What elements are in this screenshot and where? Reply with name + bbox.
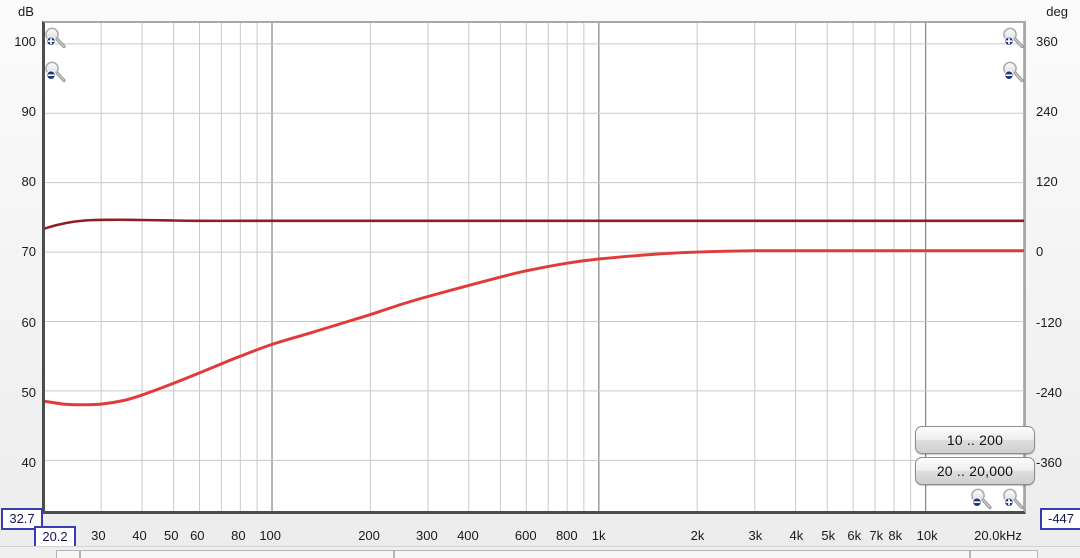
x-axis-tick-label: 80 [231,528,246,543]
bottom-panel-strip [0,546,1080,558]
y2-axis-tick-label: 360 [1036,34,1058,50]
db-min-readout[interactable]: 32.7 [1,508,43,530]
left-axis-unit-label: dB [18,4,34,19]
grid-lines [45,23,1024,511]
x-axis-tick-label: 3k [748,528,763,543]
x-axis-tick-label: 7k [869,528,884,543]
bottom-panel-cell[interactable] [970,550,1038,558]
y2-axis-tick-label: 0 [1036,244,1044,260]
x-axis-tick-label: 20.0kHz [974,528,1022,543]
zoom-out-icon-left-vertical[interactable] [42,61,68,85]
x-axis-tick-label: 10k [916,528,938,543]
range-preset-10-200-button[interactable]: 10 .. 200 [915,426,1035,454]
x-axis-tick-label: 5k [821,528,836,543]
x-axis-tick-label: 30 [91,528,106,543]
zoom-in-icon-left-vertical[interactable] [42,27,68,51]
bottom-panel-cell[interactable] [56,550,80,558]
x-axis-tick-label: 6k [847,528,862,543]
y-axis-tick-label: 60 [21,314,36,330]
x-axis-tick-label: 300 [416,528,438,543]
y-axis-tick-label: 50 [21,384,36,400]
x-axis-tick-label: 50 [164,528,179,543]
y2-axis-tick-label: 120 [1036,174,1058,190]
x-axis-tick-label: 1k [591,528,606,543]
x-axis-tick-label: 400 [457,528,479,543]
y-axis-tick-label: 70 [21,244,36,260]
x-axis-tick-label: 8k [888,528,903,543]
x-axis-tick-label: 4k [789,528,804,543]
x-axis-tick-label: 100 [259,528,282,543]
plot-canvas[interactable] [42,21,1026,514]
y-axis-tick-label: 90 [21,104,36,120]
zoom-out-icon-horizontal[interactable] [968,488,994,512]
zoom-out-icon-right-vertical[interactable] [1000,61,1026,85]
x-axis-tick-label: 40 [132,528,147,543]
y2-axis-tick-label: -240 [1036,384,1063,400]
y2-axis-tick-label: -360 [1036,454,1063,470]
x-axis-tick-label: 60 [190,528,205,543]
x-axis-tick-label: 2k [690,528,705,543]
y-axis-tick-label: 80 [21,174,36,190]
right-axis-unit-label: deg [1046,4,1068,19]
y2-axis-tick-label: 240 [1036,104,1058,120]
x-axis-tick-label: 600 [514,528,537,543]
phase-min-readout[interactable]: -447 [1040,508,1080,530]
x-axis-tick-label: 200 [358,528,380,543]
y-axis-tick-label: 100 [14,34,36,50]
curve-phase [45,249,1024,407]
x-axis-tick-label: 800 [555,528,578,543]
freq-min-readout[interactable]: 20.2 [34,526,76,548]
bottom-panel-cell[interactable] [80,550,394,558]
curve-magnitude [45,218,1024,230]
range-preset-20-20000-button[interactable]: 20 .. 20,000 [915,457,1035,485]
zoom-in-icon-horizontal[interactable] [1000,488,1026,512]
y-axis-tick-label: 40 [21,454,36,470]
y2-axis-tick-label: -120 [1036,314,1063,330]
bottom-panel-cell[interactable] [394,550,970,558]
curve-layer [45,218,1024,407]
zoom-in-icon-right-vertical[interactable] [1000,27,1026,51]
